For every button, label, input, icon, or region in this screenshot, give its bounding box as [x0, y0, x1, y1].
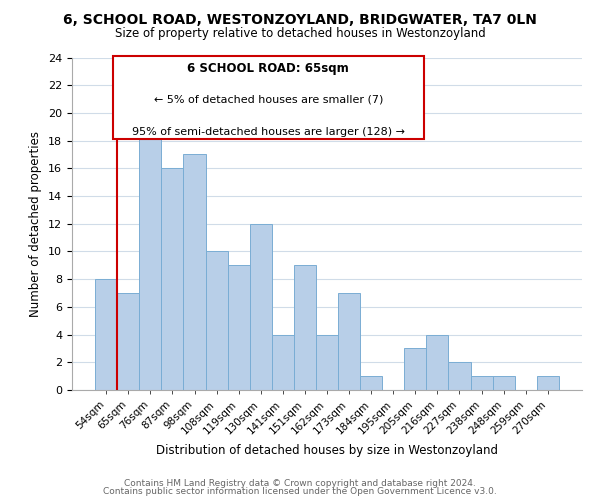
- X-axis label: Distribution of detached houses by size in Westonzoyland: Distribution of detached houses by size …: [156, 444, 498, 457]
- Bar: [117, 293, 139, 390]
- Text: Size of property relative to detached houses in Westonzoyland: Size of property relative to detached ho…: [115, 28, 485, 40]
- Bar: [161, 168, 184, 390]
- Bar: [404, 348, 427, 390]
- Bar: [250, 224, 272, 390]
- Text: 6 SCHOOL ROAD: 65sqm: 6 SCHOOL ROAD: 65sqm: [187, 62, 349, 76]
- Bar: [272, 334, 294, 390]
- Bar: [470, 376, 493, 390]
- Text: 95% of semi-detached houses are larger (128) →: 95% of semi-detached houses are larger (…: [132, 128, 405, 138]
- Text: ← 5% of detached houses are smaller (7): ← 5% of detached houses are smaller (7): [154, 94, 383, 104]
- Text: 6, SCHOOL ROAD, WESTONZOYLAND, BRIDGWATER, TA7 0LN: 6, SCHOOL ROAD, WESTONZOYLAND, BRIDGWATE…: [63, 12, 537, 26]
- Bar: [294, 266, 316, 390]
- FancyBboxPatch shape: [113, 56, 424, 139]
- Bar: [427, 334, 448, 390]
- Bar: [360, 376, 382, 390]
- Text: Contains HM Land Registry data © Crown copyright and database right 2024.: Contains HM Land Registry data © Crown c…: [124, 478, 476, 488]
- Bar: [139, 113, 161, 390]
- Bar: [493, 376, 515, 390]
- Bar: [227, 266, 250, 390]
- Text: Contains public sector information licensed under the Open Government Licence v3: Contains public sector information licen…: [103, 487, 497, 496]
- Bar: [184, 154, 206, 390]
- Bar: [537, 376, 559, 390]
- Bar: [338, 293, 360, 390]
- Bar: [316, 334, 338, 390]
- Bar: [206, 252, 227, 390]
- Bar: [448, 362, 470, 390]
- Bar: [95, 279, 117, 390]
- Y-axis label: Number of detached properties: Number of detached properties: [29, 130, 43, 317]
